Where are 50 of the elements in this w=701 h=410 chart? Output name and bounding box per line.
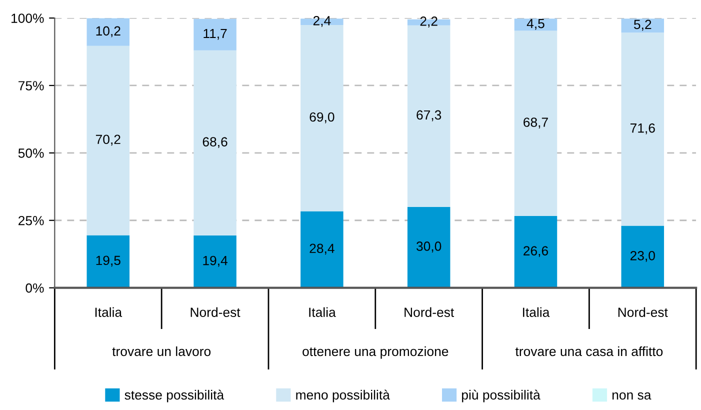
data-label: 10,2 [96, 26, 120, 38]
data-label: 70,2 [96, 134, 120, 146]
legend-label: stesse possibilità [124, 390, 224, 402]
y-tick-label: 25% [18, 216, 44, 226]
data-label: 19,5 [96, 256, 120, 267]
bar [300, 211, 344, 288]
x-tick-label: Italia [309, 307, 336, 317]
y-tick-label: 100% [12, 14, 44, 23]
bar [194, 50, 236, 236]
data-label: 68,7 [524, 118, 548, 128]
data-label: 67,3 [416, 110, 442, 122]
data-label: 5,2 [634, 20, 652, 31]
legend-label: meno possibilità [296, 390, 390, 402]
x-tick-label: Italia [95, 307, 122, 317]
text: trovare una casa in affitto [515, 346, 663, 356]
data-label: 23,0 [630, 250, 655, 262]
data-label: 69,0 [310, 112, 334, 124]
x-tick-label: Nord-est [404, 307, 454, 317]
bar [621, 18, 664, 33]
bar [621, 226, 664, 288]
data-label: 2,4 [313, 16, 331, 27]
data-label: 2,2 [420, 16, 438, 28]
bar [407, 206, 450, 288]
data-label: 71,6 [630, 123, 655, 134]
bar [621, 32, 664, 226]
data-label: 68,6 [202, 137, 228, 148]
data-label: 11,7 [204, 28, 227, 40]
bar [300, 25, 344, 212]
data-label: 4,5 [526, 18, 544, 30]
data-label: 26,6 [524, 246, 548, 258]
y-tick-label: 0% [26, 283, 44, 293]
text: trovare un lavoro [112, 346, 211, 356]
bar [194, 235, 236, 288]
bar [194, 18, 236, 50]
data-label: 30,0 [416, 242, 442, 252]
data-label: 28,4 [310, 244, 334, 255]
legend-label: non sa [612, 392, 652, 400]
bar [514, 216, 558, 288]
x-tick-label: Nord-est [190, 307, 240, 317]
bar [86, 235, 130, 288]
bar [86, 18, 130, 46]
bar [86, 46, 130, 236]
text: ottenere una promozione [302, 346, 448, 359]
x-tick-label: Italia [523, 307, 550, 317]
y-tick-label: 75% [18, 81, 44, 90]
data-label: 19,4 [203, 256, 228, 267]
y-tick-label: 50% [18, 148, 44, 158]
x-tick-label: Nord-est [618, 307, 668, 317]
bar [514, 30, 558, 216]
legend-label: più possibilità [462, 390, 540, 402]
